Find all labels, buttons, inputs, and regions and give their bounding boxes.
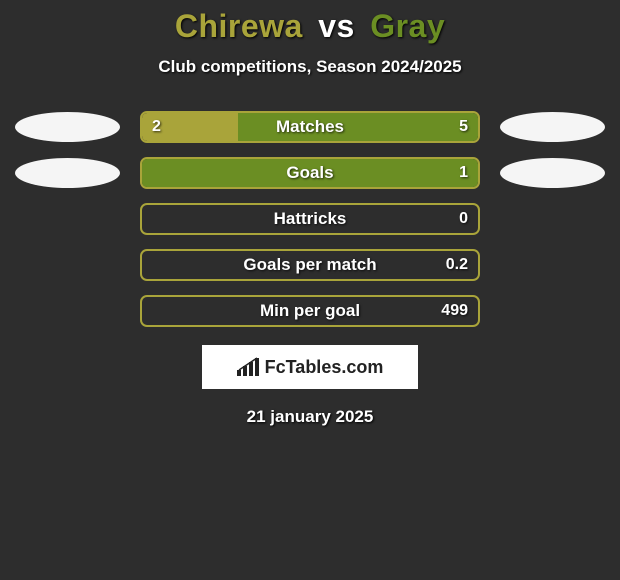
team-badge-left: [15, 158, 120, 188]
badge-spacer: [15, 204, 120, 234]
bar-value-right: 5: [459, 118, 468, 136]
team-badge-right: [500, 158, 605, 188]
fctables-logo[interactable]: FcTables.com: [202, 345, 418, 389]
bar-fill-right: [238, 113, 478, 141]
bar-value-right: 0: [459, 210, 468, 228]
bar-value-left: 2: [152, 118, 161, 136]
badge-spacer: [15, 250, 120, 280]
bar-label: Hattricks: [274, 209, 347, 229]
date-label: 21 january 2025: [0, 407, 620, 427]
bar-label: Goals: [286, 163, 333, 183]
comparison-card: Chirewa vs Gray Club competitions, Seaso…: [0, 0, 620, 427]
chart-icon: [237, 356, 261, 378]
player1-name: Chirewa: [175, 8, 303, 44]
team-badge-left: [15, 112, 120, 142]
stat-bar: Min per goal 499: [140, 295, 480, 327]
vs-text: vs: [318, 8, 355, 44]
bar-value-right: 499: [441, 302, 468, 320]
stat-row: Goals per match 0.2: [0, 249, 620, 281]
bar-value-right: 1: [459, 164, 468, 182]
team-badge-right: [500, 112, 605, 142]
badge-spacer: [500, 296, 605, 326]
logo-text: FcTables.com: [265, 357, 384, 378]
stat-bar: Hattricks 0: [140, 203, 480, 235]
bar-label: Goals per match: [243, 255, 376, 275]
badge-spacer: [500, 204, 605, 234]
player2-name: Gray: [370, 8, 445, 44]
bar-label: Matches: [276, 117, 344, 137]
stat-bar: Goals per match 0.2: [140, 249, 480, 281]
badge-spacer: [15, 296, 120, 326]
bar-label: Min per goal: [260, 301, 360, 321]
stat-row: Hattricks 0: [0, 203, 620, 235]
stats-list: Matches 2 5 Goals 1 Hattricks 0 Goals per match…: [0, 111, 620, 327]
stat-row: Min per goal 499: [0, 295, 620, 327]
stat-row: Matches 2 5: [0, 111, 620, 143]
bar-value-right: 0.2: [446, 256, 468, 274]
badge-spacer: [500, 250, 605, 280]
page-title: Chirewa vs Gray: [0, 8, 620, 45]
stat-bar: Goals 1: [140, 157, 480, 189]
stat-bar: Matches 2 5: [140, 111, 480, 143]
subtitle: Club competitions, Season 2024/2025: [0, 57, 620, 77]
stat-row: Goals 1: [0, 157, 620, 189]
